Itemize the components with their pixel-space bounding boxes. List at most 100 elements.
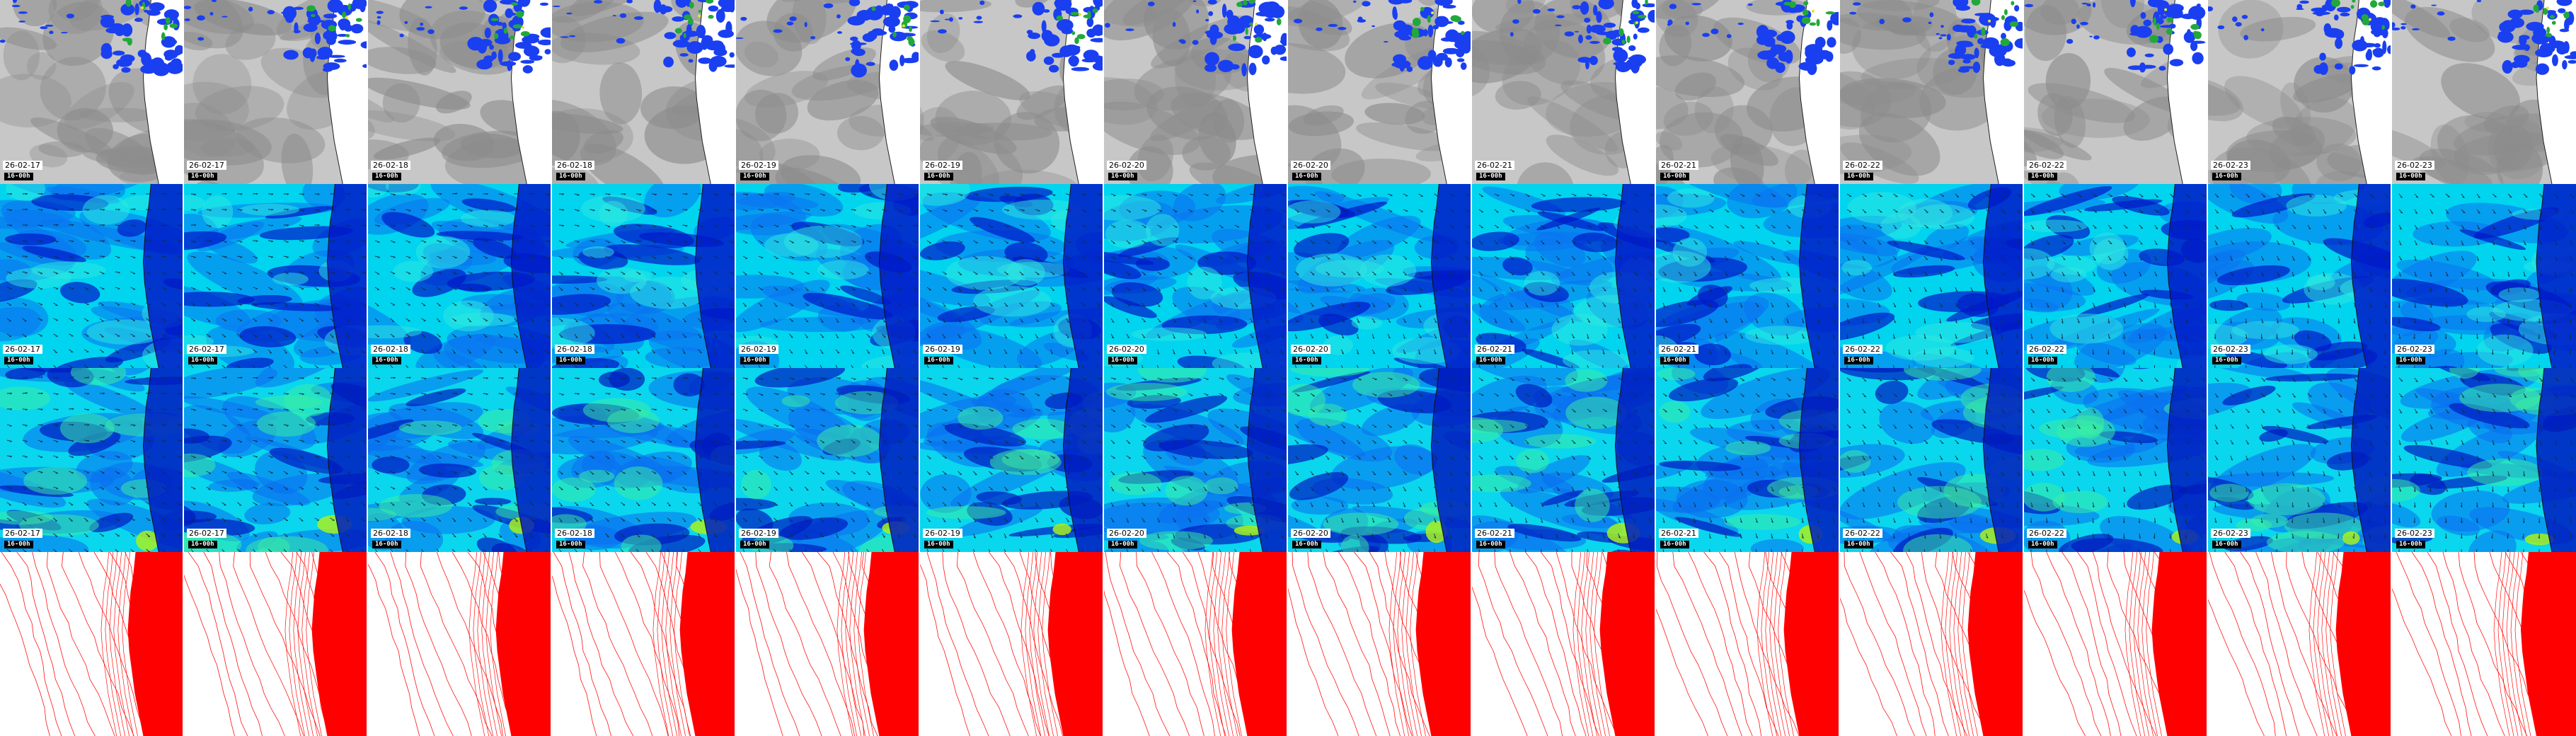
map-panel[interactable]: 26-02-19 16-00h (736, 0, 919, 184)
map-panel[interactable] (1472, 552, 1655, 736)
map-image (1104, 552, 1287, 736)
map-panel[interactable]: 26-02-23 16-00h (2208, 184, 2391, 368)
map-panel[interactable]: 26-02-21 16-00h (1472, 368, 1655, 552)
map-image (552, 0, 735, 184)
map-image (2024, 0, 2207, 184)
map-panel[interactable] (1840, 552, 2023, 736)
time-label: 16-00h (924, 173, 953, 180)
map-panel[interactable]: 26-02-18 16-00h (368, 368, 551, 552)
map-panel[interactable]: 26-02-23 16-00h (2392, 184, 2576, 368)
map-panel[interactable]: 26-02-22 16-00h (1840, 0, 2023, 184)
map-panel[interactable] (552, 552, 735, 736)
map-row-wind-upper: 26-02-17 16-00h 26-02-17 16-00h 26-02-18 16-0… (0, 368, 2576, 552)
date-label: 26-02-17 (3, 345, 42, 354)
date-label: 26-02-18 (371, 529, 410, 538)
map-panel[interactable] (1656, 552, 1839, 736)
map-panel[interactable] (184, 552, 367, 736)
time-label: 16-00h (1844, 173, 1873, 180)
map-panel[interactable] (368, 552, 551, 736)
map-panel[interactable]: 26-02-22 16-00h (1840, 368, 2023, 552)
map-image (552, 552, 735, 736)
map-panel[interactable]: 26-02-21 16-00h (1472, 0, 1655, 184)
map-panel[interactable]: 26-02-23 16-00h (2392, 0, 2576, 184)
map-panel[interactable]: 26-02-18 16-00h (368, 184, 551, 368)
map-panel[interactable]: 26-02-20 16-00h (1288, 0, 1471, 184)
map-panel[interactable]: 26-02-20 16-00h (1104, 184, 1287, 368)
map-panel[interactable] (0, 552, 183, 736)
date-label: 26-02-20 (1291, 345, 1330, 354)
time-label: 16-00h (372, 541, 401, 548)
map-panel[interactable]: 26-02-23 16-00h (2392, 368, 2576, 552)
map-panel[interactable]: 26-02-20 16-00h (1104, 0, 1287, 184)
time-label: 16-00h (1292, 173, 1321, 180)
map-image (736, 0, 919, 184)
map-panel[interactable]: 26-02-20 16-00h (1288, 184, 1471, 368)
map-image (1288, 184, 1471, 368)
map-image (552, 184, 735, 368)
map-panel[interactable]: 26-02-21 16-00h (1656, 0, 1839, 184)
date-label: 26-02-23 (2211, 345, 2250, 354)
map-image (1656, 184, 1839, 368)
map-panel[interactable]: 26-02-19 16-00h (920, 368, 1103, 552)
map-panel[interactable]: 26-02-19 16-00h (920, 184, 1103, 368)
map-image (0, 184, 183, 368)
map-panel[interactable]: 26-02-18 16-00h (552, 0, 735, 184)
map-panel[interactable]: 26-02-20 16-00h (1288, 368, 1471, 552)
map-image (1840, 552, 2023, 736)
map-panel[interactable]: 26-02-21 16-00h (1656, 184, 1839, 368)
map-panel[interactable]: 26-02-19 16-00h (920, 0, 1103, 184)
time-label: 16-00h (556, 173, 585, 180)
time-label: 16-00h (1292, 357, 1321, 364)
date-label: 26-02-22 (2027, 161, 2066, 170)
map-panel[interactable] (2208, 552, 2391, 736)
map-panel[interactable]: 26-02-21 16-00h (1472, 184, 1655, 368)
date-label: 26-02-17 (3, 161, 42, 170)
date-label: 26-02-20 (1291, 529, 1330, 538)
date-label: 26-02-23 (2395, 345, 2434, 354)
date-label: 26-02-19 (923, 529, 962, 538)
map-image (2024, 184, 2207, 368)
map-panel[interactable]: 26-02-19 16-00h (736, 368, 919, 552)
map-panel[interactable]: 26-02-22 16-00h (2024, 368, 2207, 552)
map-image (1288, 552, 1471, 736)
map-panel[interactable] (1288, 552, 1471, 736)
map-panel[interactable]: 26-02-18 16-00h (552, 368, 735, 552)
map-panel[interactable]: 26-02-17 16-00h (0, 0, 183, 184)
map-image (184, 552, 367, 736)
map-panel[interactable] (2024, 552, 2207, 736)
map-panel[interactable]: 26-02-21 16-00h (1656, 368, 1839, 552)
map-panel[interactable]: 26-02-20 16-00h (1104, 368, 1287, 552)
map-panel[interactable] (2392, 552, 2576, 736)
map-panel[interactable]: 26-02-17 16-00h (184, 0, 367, 184)
map-panel[interactable]: 26-02-17 16-00h (0, 184, 183, 368)
date-label: 26-02-21 (1659, 529, 1698, 538)
time-label: 16-00h (2396, 357, 2425, 364)
time-label: 16-00h (2212, 357, 2241, 364)
map-image (1656, 0, 1839, 184)
map-panel[interactable] (1104, 552, 1287, 736)
map-image (1840, 0, 2023, 184)
map-image (2208, 368, 2391, 552)
map-panel[interactable]: 26-02-17 16-00h (0, 368, 183, 552)
time-label: 16-00h (4, 357, 33, 364)
map-panel[interactable]: 26-02-22 16-00h (2024, 0, 2207, 184)
date-label: 26-02-23 (2211, 529, 2250, 538)
map-image (1472, 552, 1655, 736)
time-label: 16-00h (556, 541, 585, 548)
map-panel[interactable]: 26-02-19 16-00h (736, 184, 919, 368)
map-image (1840, 184, 2023, 368)
time-label: 16-00h (2396, 173, 2425, 180)
date-label: 26-02-18 (555, 529, 594, 538)
map-panel[interactable]: 26-02-18 16-00h (368, 0, 551, 184)
map-panel[interactable]: 26-02-22 16-00h (1840, 184, 2023, 368)
map-panel[interactable]: 26-02-23 16-00h (2208, 0, 2391, 184)
map-panel[interactable]: 26-02-23 16-00h (2208, 368, 2391, 552)
map-panel[interactable] (736, 552, 919, 736)
map-panel[interactable]: 26-02-22 16-00h (2024, 184, 2207, 368)
map-panel[interactable]: 26-02-17 16-00h (184, 184, 367, 368)
date-label: 26-02-22 (1843, 161, 1882, 170)
map-panel[interactable]: 26-02-17 16-00h (184, 368, 367, 552)
map-panel[interactable]: 26-02-18 16-00h (552, 184, 735, 368)
date-label: 26-02-23 (2395, 161, 2434, 170)
map-panel[interactable] (920, 552, 1103, 736)
